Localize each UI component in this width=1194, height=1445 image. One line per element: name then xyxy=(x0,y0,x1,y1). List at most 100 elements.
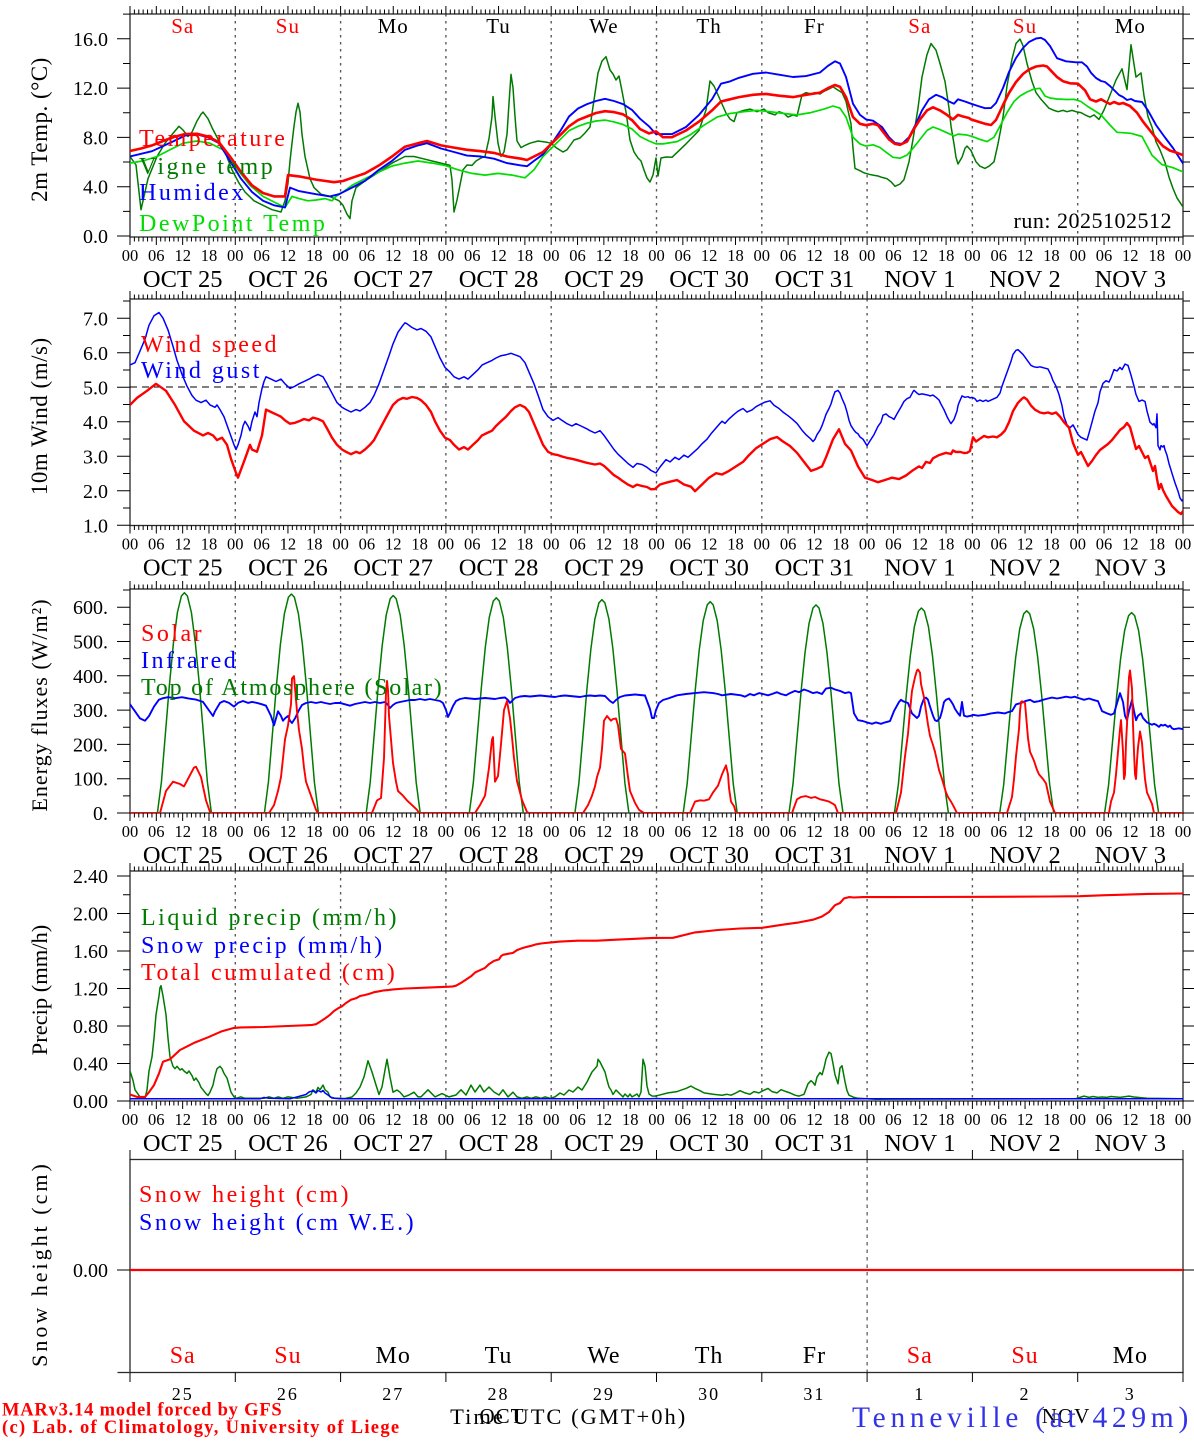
svg-text:00: 00 xyxy=(648,246,665,265)
svg-text:06: 06 xyxy=(675,1110,692,1129)
svg-text:00: 00 xyxy=(648,1110,665,1129)
svg-text:Mo: Mo xyxy=(378,14,409,38)
svg-text:18: 18 xyxy=(306,1110,323,1129)
svg-text:Solar: Solar xyxy=(141,621,204,647)
svg-text:12.0: 12.0 xyxy=(73,78,108,100)
svg-text:OCT 25: OCT 25 xyxy=(143,842,223,869)
svg-text:00: 00 xyxy=(227,822,244,841)
svg-text:NOV 2: NOV 2 xyxy=(989,266,1060,293)
svg-text:06: 06 xyxy=(464,822,481,841)
svg-text:31: 31 xyxy=(803,1384,825,1404)
svg-text:06: 06 xyxy=(1096,535,1113,554)
svg-text:Sa: Sa xyxy=(907,1343,933,1369)
svg-text:06: 06 xyxy=(780,246,797,265)
svg-text:06: 06 xyxy=(148,246,165,265)
svg-text:OCT 27: OCT 27 xyxy=(353,1130,433,1157)
svg-text:00: 00 xyxy=(543,246,560,265)
svg-text:1.60: 1.60 xyxy=(73,941,108,963)
svg-text:06: 06 xyxy=(990,1110,1007,1129)
svg-text:00: 00 xyxy=(964,822,981,841)
svg-text:12: 12 xyxy=(596,1110,613,1129)
svg-text:00: 00 xyxy=(1175,1110,1192,1129)
svg-text:5.0: 5.0 xyxy=(83,377,108,399)
svg-text:00: 00 xyxy=(543,535,560,554)
svg-text:18: 18 xyxy=(622,1110,639,1129)
svg-text:06: 06 xyxy=(1096,1110,1113,1129)
svg-text:Sa: Sa xyxy=(908,14,931,38)
svg-text:1.20: 1.20 xyxy=(73,979,108,1001)
svg-text:4.0: 4.0 xyxy=(83,177,108,199)
svg-text:00: 00 xyxy=(1175,535,1192,554)
svg-text:1.0: 1.0 xyxy=(83,515,108,537)
svg-text:00: 00 xyxy=(122,246,139,265)
svg-text:Snow height (cm): Snow height (cm) xyxy=(27,1161,52,1367)
svg-text:OCT 30: OCT 30 xyxy=(669,842,749,869)
svg-text:Humidex: Humidex xyxy=(139,180,246,206)
svg-text:12: 12 xyxy=(806,822,823,841)
svg-text:OCT 31: OCT 31 xyxy=(775,1130,855,1157)
svg-text:Th: Th xyxy=(695,1343,724,1369)
svg-text:12: 12 xyxy=(490,1110,507,1129)
svg-text:NOV 1: NOV 1 xyxy=(884,1130,955,1157)
svg-text:NOV 1: NOV 1 xyxy=(884,266,955,293)
svg-text:28: 28 xyxy=(488,1384,510,1404)
svg-text:18: 18 xyxy=(1148,535,1165,554)
svg-text:3: 3 xyxy=(1125,1384,1136,1404)
svg-text:OCT 28: OCT 28 xyxy=(459,842,539,869)
svg-text:Fr: Fr xyxy=(804,14,825,38)
svg-text:00: 00 xyxy=(964,1110,981,1129)
svg-text:600.: 600. xyxy=(73,597,108,619)
svg-text:06: 06 xyxy=(569,1110,586,1129)
svg-text:12: 12 xyxy=(385,822,402,841)
svg-text:18: 18 xyxy=(201,535,218,554)
svg-text:0.40: 0.40 xyxy=(73,1054,108,1076)
svg-text:06: 06 xyxy=(990,822,1007,841)
svg-text:06: 06 xyxy=(885,535,902,554)
svg-text:12: 12 xyxy=(280,1110,297,1129)
svg-text:16.0: 16.0 xyxy=(73,29,108,51)
svg-text:2: 2 xyxy=(1020,1384,1031,1404)
svg-text:Top of Atmosphere (Solar): Top of Atmosphere (Solar) xyxy=(141,675,444,701)
svg-text:12: 12 xyxy=(1017,1110,1034,1129)
svg-text:12: 12 xyxy=(701,822,718,841)
svg-text:18: 18 xyxy=(1148,246,1165,265)
svg-text:12: 12 xyxy=(1122,1110,1139,1129)
svg-text:18: 18 xyxy=(411,822,428,841)
svg-text:18: 18 xyxy=(1148,1110,1165,1129)
svg-text:OCT 27: OCT 27 xyxy=(353,842,433,869)
svg-text:OCT 26: OCT 26 xyxy=(248,1130,328,1157)
svg-text:NOV 2: NOV 2 xyxy=(989,842,1060,869)
svg-text:06: 06 xyxy=(253,535,270,554)
svg-text:00: 00 xyxy=(964,246,981,265)
svg-text:00: 00 xyxy=(964,535,981,554)
svg-text:Su: Su xyxy=(274,1343,301,1369)
svg-text:12: 12 xyxy=(385,1110,402,1129)
svg-text:00: 00 xyxy=(438,535,455,554)
svg-text:Total cumulated (cm): Total cumulated (cm) xyxy=(141,960,397,986)
svg-text:18: 18 xyxy=(833,246,850,265)
svg-text:0.80: 0.80 xyxy=(73,1016,108,1038)
svg-text:Temperature: Temperature xyxy=(139,126,287,152)
svg-text:NOV 3: NOV 3 xyxy=(1095,555,1166,582)
svg-text:0.00: 0.00 xyxy=(73,1091,108,1113)
svg-text:NOV 2: NOV 2 xyxy=(989,555,1060,582)
svg-text:12: 12 xyxy=(1017,246,1034,265)
svg-text:06: 06 xyxy=(780,535,797,554)
svg-text:18: 18 xyxy=(938,822,955,841)
svg-text:NOV 2: NOV 2 xyxy=(989,1130,1060,1157)
svg-text:12: 12 xyxy=(280,246,297,265)
svg-text:OCT 29: OCT 29 xyxy=(564,842,644,869)
svg-text:12: 12 xyxy=(1017,535,1034,554)
svg-text:NOV 1: NOV 1 xyxy=(884,842,955,869)
svg-text:00: 00 xyxy=(1069,1110,1086,1129)
svg-text:We: We xyxy=(587,1343,620,1369)
svg-text:00: 00 xyxy=(754,535,771,554)
svg-text:NOV 3: NOV 3 xyxy=(1095,266,1166,293)
svg-text:06: 06 xyxy=(990,246,1007,265)
svg-text:Wind speed: Wind speed xyxy=(141,332,279,358)
svg-text:NOV: NOV xyxy=(1042,1404,1091,1428)
svg-text:run: 2025102512: run: 2025102512 xyxy=(1014,208,1172,233)
svg-text:06: 06 xyxy=(675,822,692,841)
svg-text:06: 06 xyxy=(1096,246,1113,265)
svg-text:18: 18 xyxy=(622,246,639,265)
